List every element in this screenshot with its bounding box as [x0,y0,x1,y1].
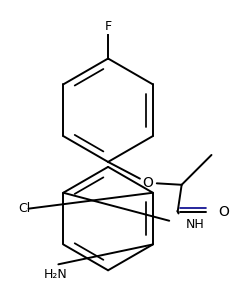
Text: H₂N: H₂N [44,268,67,281]
Text: O: O [219,205,229,219]
Text: F: F [105,20,112,33]
Text: O: O [142,176,153,190]
Text: Cl: Cl [19,202,31,215]
Text: NH: NH [186,218,204,231]
